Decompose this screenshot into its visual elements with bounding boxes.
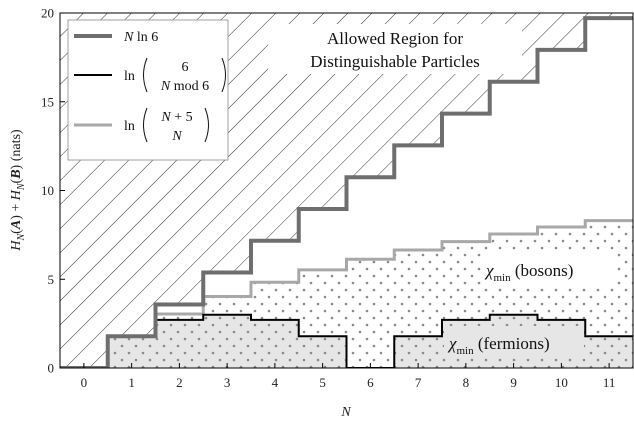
x-tick-label: 10 <box>555 375 568 390</box>
x-axis-label: N <box>340 405 351 420</box>
series-line-n-ln6 <box>60 16 633 368</box>
y-label-h1: H <box>9 240 24 252</box>
legend-paren-left-2 <box>143 107 148 143</box>
x-tick-label: 3 <box>224 375 231 390</box>
legend-label-ln-binom-6-ln: ln <box>124 69 135 84</box>
x-tick-label: 5 <box>319 375 326 390</box>
allowed-region-label-line-2: Distinguishable Particles <box>310 52 480 71</box>
allowed-region-label-bg <box>268 24 522 74</box>
fermion-label-bg <box>444 326 584 358</box>
x-tick-label: 9 <box>510 375 517 390</box>
y-label-a: A <box>9 220 24 230</box>
y-label-h2: H <box>9 189 24 201</box>
legend-label-ln-binom-n5-top: N + 5 <box>160 110 192 125</box>
boson-label: χmin (bosons) <box>484 261 573 284</box>
y-label-b: B <box>9 169 24 179</box>
legend-label-ln-binom-n5-var: N <box>160 110 171 125</box>
y-tick-label: 10 <box>41 183 54 198</box>
y-label-n2: N <box>16 182 27 191</box>
legend-paren-left <box>143 57 148 93</box>
x-tick-label: 1 <box>128 375 135 390</box>
y-label-plus: ) + <box>9 200 24 220</box>
x-tick-label: 0 <box>81 375 88 390</box>
legend-paren-right-2 <box>204 107 209 143</box>
legend-label-n-ln6: N ln 6 <box>123 30 158 45</box>
x-tick-label: 6 <box>367 375 374 390</box>
legend-label-ln-binom-n5-bottom: N <box>171 129 182 144</box>
legend-paren-right <box>221 57 226 93</box>
legend-label-ln-binom-n5-ln: ln <box>124 119 135 134</box>
fermion-label-subscript: min <box>456 345 474 357</box>
boson-label-subscript: min <box>493 272 511 284</box>
axis-ticks: 0 1 2 3 4 5 6 7 8 9 10 11 0 5 10 15 20 <box>41 6 615 391</box>
legend: N ln 6 ln 6 N mod 6 ln N + 5 N <box>67 19 229 161</box>
legend-background <box>67 19 229 161</box>
legend-label-ln-binom-6-top: 6 <box>182 60 189 75</box>
y-tick-label: 20 <box>41 6 54 21</box>
legend-label-n-ln6-rest: ln 6 <box>133 30 158 45</box>
fermion-label-text: (fermions) <box>474 334 550 353</box>
legend-label-ln-binom-6-bottom: N mod 6 <box>160 79 209 94</box>
allowed-region-label-line-1: Allowed Region for <box>327 29 463 48</box>
boson-label-text: (bosons) <box>511 261 574 280</box>
y-tick-label: 0 <box>48 361 55 376</box>
y-label-open1: ( <box>9 229 24 234</box>
legend-label-n-ln6-var: N <box>123 30 134 45</box>
boson-label-symbol: χ <box>484 261 494 280</box>
x-tick-label: 4 <box>272 375 279 390</box>
legend-label-ln-binom-6-var: N <box>160 79 171 94</box>
y-label-unit: ) (nats) <box>9 129 24 169</box>
x-tick-label: 8 <box>463 375 470 390</box>
fermion-label: χmin (fermions) <box>447 334 550 357</box>
legend-label-ln-binom-n5-plus: + 5 <box>171 110 193 125</box>
y-label-n1: N <box>16 232 27 241</box>
series-lines <box>60 16 633 368</box>
y-label-open2: ( <box>9 178 24 183</box>
x-tick-label: 11 <box>603 375 616 390</box>
fermion-label-symbol: χ <box>447 334 457 353</box>
x-tick-label: 2 <box>176 375 183 390</box>
y-axis-label: HN(A) + HN(B) (nats) <box>9 129 27 252</box>
y-tick-label: 15 <box>41 94 54 109</box>
x-tick-label: 7 <box>415 375 422 390</box>
boson-label-bg <box>482 253 616 285</box>
y-tick-label: 5 <box>48 272 55 287</box>
legend-label-ln-binom-6-mod: mod 6 <box>170 79 209 94</box>
